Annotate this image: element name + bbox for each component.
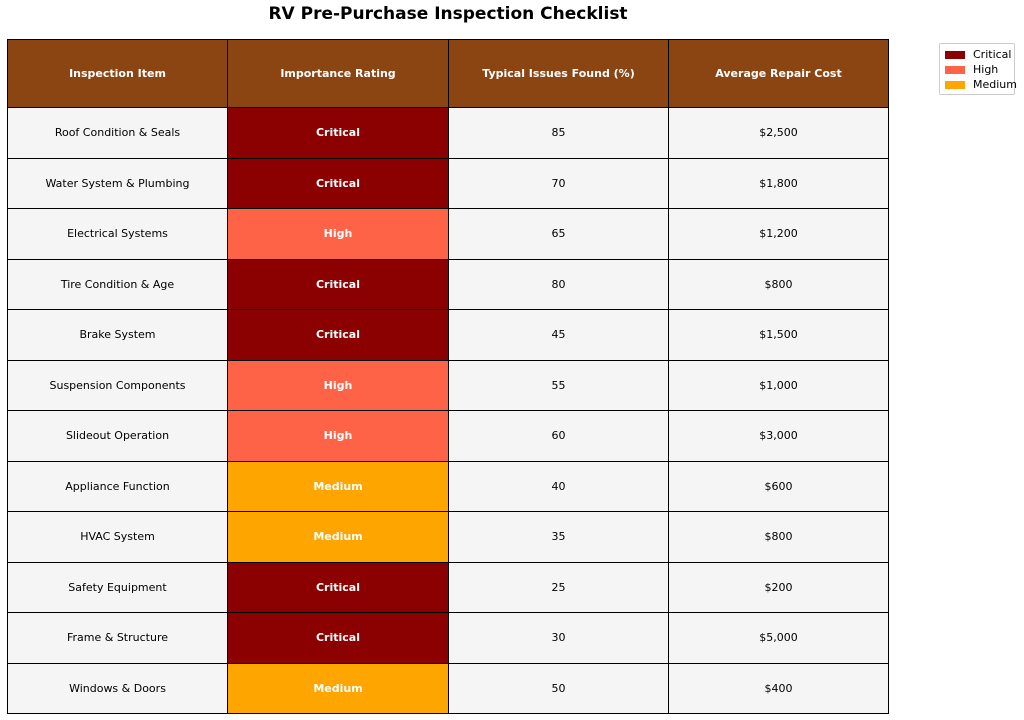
table-row: Electrical Systems High 65 $1,200 [7,208,889,260]
table-row: HVAC System Medium 35 $800 [7,511,889,563]
importance-rating-cell: Medium [227,511,449,563]
issues-found-cell: 50 [448,662,669,714]
table-row: Appliance Function Medium 40 $600 [7,460,889,512]
repair-cost-cell: $1,200 [668,208,889,260]
inspection-item-cell: Tire Condition & Age [7,258,228,310]
legend-label: Medium [973,78,1017,91]
importance-rating-cell: Critical [227,309,449,361]
issues-found-cell: 70 [448,157,669,209]
issues-found-cell: 30 [448,612,669,664]
importance-rating-cell: Critical [227,258,449,310]
table-row: Windows & Doors Medium 50 $400 [7,662,889,714]
repair-cost-cell: $800 [668,258,889,310]
table-row: Suspension Components High 55 $1,000 [7,359,889,411]
table-row: Safety Equipment Critical 25 $200 [7,561,889,613]
legend-label: Critical [973,48,1012,61]
issues-found-cell: 60 [448,410,669,462]
issues-found-cell: 65 [448,208,669,260]
importance-rating-cell: High [227,208,449,260]
legend-label: High [973,63,999,76]
repair-cost-cell: $1,500 [668,309,889,361]
importance-rating-cell: High [227,410,449,462]
issues-found-cell: 55 [448,359,669,411]
repair-cost-cell: $1,800 [668,157,889,209]
table-body: Roof Condition & Seals Critical 85 $2,500 Wa… [7,107,889,714]
repair-cost-cell: $200 [668,561,889,613]
table-row: Tire Condition & Age Critical 80 $800 [7,258,889,310]
inspection-item-cell: HVAC System [7,511,228,563]
legend-swatch [945,50,965,59]
inspection-item-cell: Roof Condition & Seals [7,107,228,159]
repair-cost-cell: $1,000 [668,359,889,411]
legend-swatch [945,80,965,89]
importance-rating-cell: Critical [227,107,449,159]
inspection-table-container: Inspection Item Importance Rating Typical … [7,39,889,714]
legend-swatch [945,65,965,74]
legend-entry-critical: Critical [945,47,1014,62]
issues-found-cell: 25 [448,561,669,613]
inspection-item-cell: Water System & Plumbing [7,157,228,209]
importance-rating-cell: Critical [227,612,449,664]
importance-rating-cell: Critical [227,157,449,209]
legend-entry-high: High [945,62,1014,77]
inspection-item-cell: Electrical Systems [7,208,228,260]
importance-rating-cell: Medium [227,460,449,512]
repair-cost-cell: $5,000 [668,612,889,664]
inspection-table: Inspection Item Importance Rating Typical … [7,39,889,714]
column-header-typical-issues-found: Typical Issues Found (%) [448,39,669,108]
issues-found-cell: 45 [448,309,669,361]
legend: Critical High Medium [939,43,1017,95]
inspection-item-cell: Appliance Function [7,460,228,512]
table-row: Roof Condition & Seals Critical 85 $2,500 [7,107,889,159]
table-row: Frame & Structure Critical 30 $5,000 [7,612,889,664]
table-row: Brake System Critical 45 $1,500 [7,309,889,361]
importance-rating-cell: Critical [227,561,449,613]
issues-found-cell: 40 [448,460,669,512]
column-header-inspection-item: Inspection Item [7,39,228,108]
inspection-item-cell: Safety Equipment [7,561,228,613]
inspection-item-cell: Windows & Doors [7,662,228,714]
inspection-item-cell: Brake System [7,309,228,361]
table-row: Slideout Operation High 60 $3,000 [7,410,889,462]
repair-cost-cell: $400 [668,662,889,714]
issues-found-cell: 85 [448,107,669,159]
issues-found-cell: 80 [448,258,669,310]
inspection-item-cell: Slideout Operation [7,410,228,462]
importance-rating-cell: High [227,359,449,411]
column-header-average-repair-cost: Average Repair Cost [668,39,889,108]
importance-rating-cell: Medium [227,662,449,714]
repair-cost-cell: $600 [668,460,889,512]
column-header-importance-rating: Importance Rating [227,39,449,108]
legend-entry-medium: Medium [945,77,1017,92]
table-row: Water System & Plumbing Critical 70 $1,800 [7,157,889,209]
issues-found-cell: 35 [448,511,669,563]
inspection-item-cell: Frame & Structure [7,612,228,664]
table-header-row: Inspection Item Importance Rating Typical … [7,39,889,108]
repair-cost-cell: $2,500 [668,107,889,159]
chart-title: RV Pre-Purchase Inspection Checklist [268,4,628,24]
repair-cost-cell: $800 [668,511,889,563]
repair-cost-cell: $3,000 [668,410,889,462]
inspection-item-cell: Suspension Components [7,359,228,411]
